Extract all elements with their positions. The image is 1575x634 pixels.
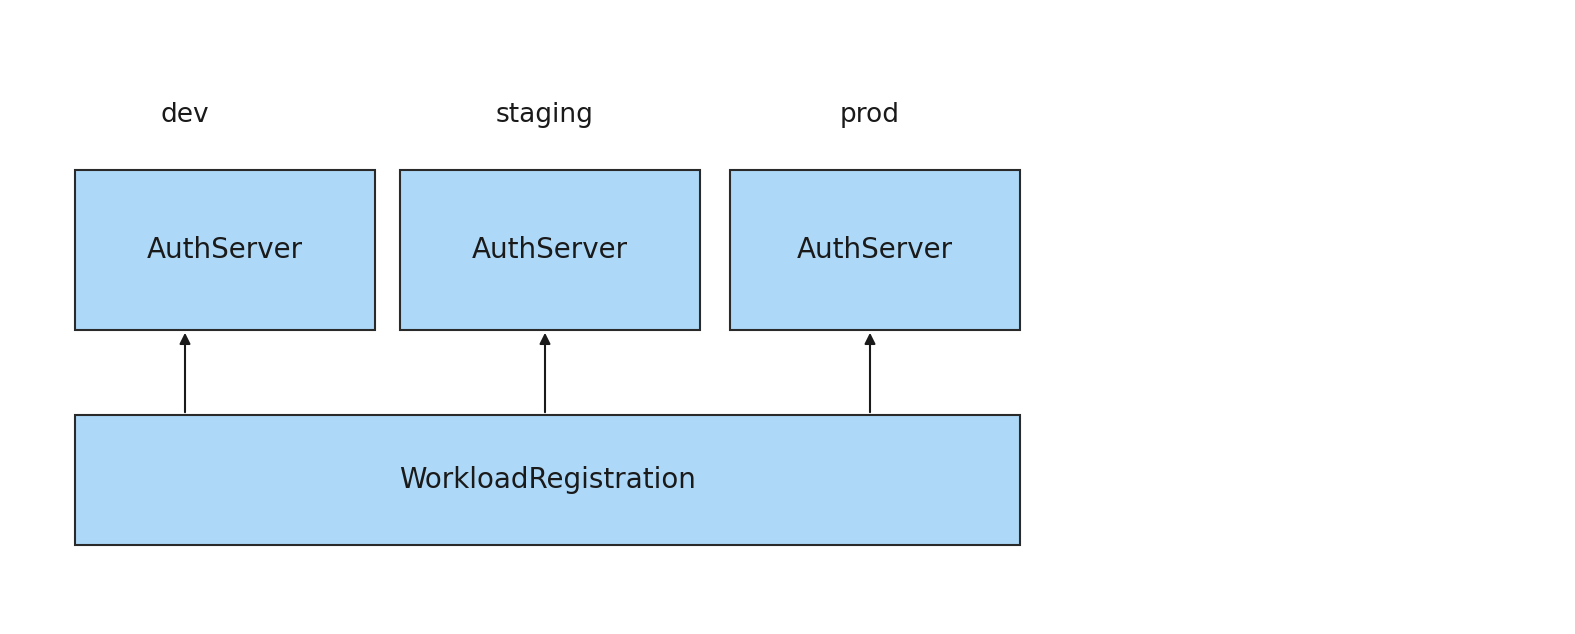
Text: staging: staging [496,102,594,128]
Text: AuthServer: AuthServer [472,236,628,264]
Text: prod: prod [839,102,899,128]
Bar [76,170,375,330]
Bar [400,170,699,330]
Bar [729,170,1021,330]
Text: AuthServer: AuthServer [146,236,302,264]
Text: AuthServer: AuthServer [797,236,953,264]
Text: dev: dev [161,102,209,128]
Text: WorkloadRegistration: WorkloadRegistration [398,466,696,494]
Bar [76,415,1021,545]
